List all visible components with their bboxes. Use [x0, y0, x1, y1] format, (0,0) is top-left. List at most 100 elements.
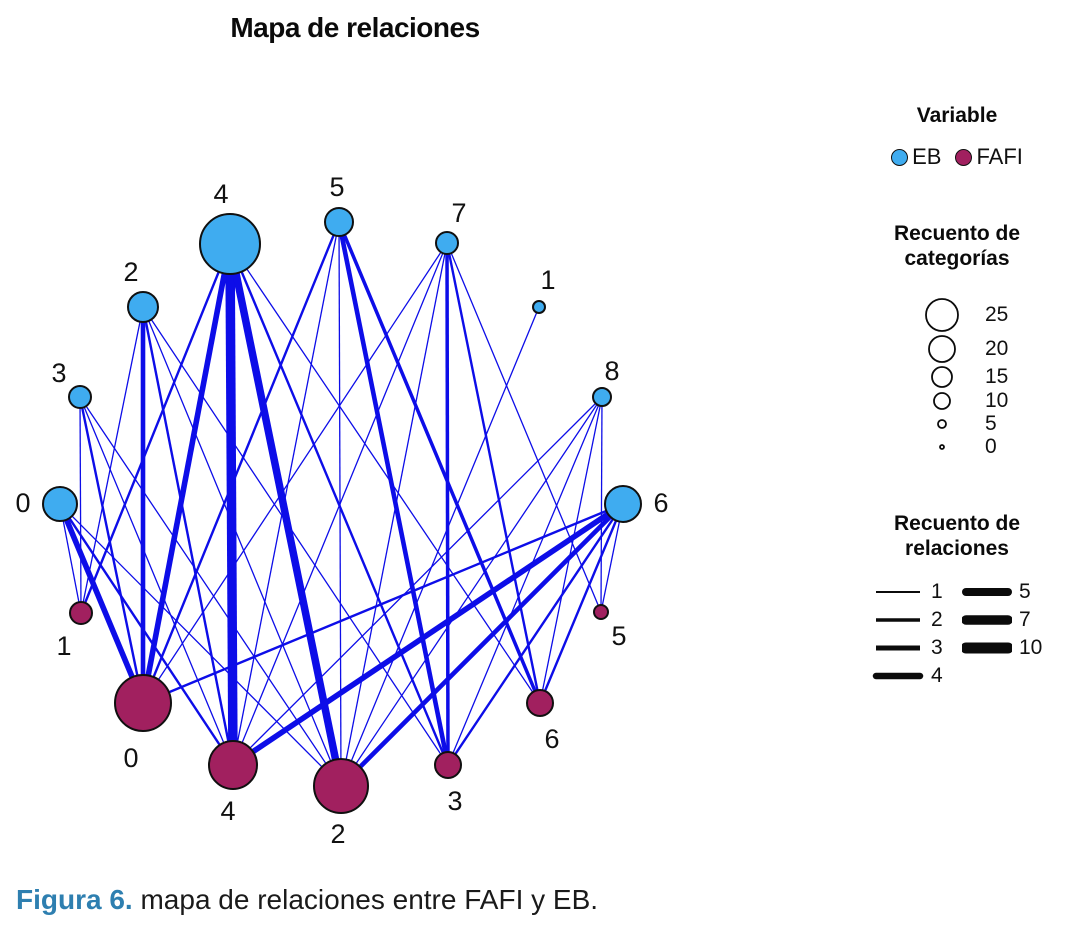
edge-eb7-fafi2 — [340, 242, 448, 787]
edge-eb0-fafi1 — [59, 503, 82, 614]
edge-eb8-fafi5 — [600, 396, 603, 613]
node-fafi-6 — [526, 689, 554, 717]
legend-size-value: 15 — [985, 364, 1009, 388]
edge-eb6-fafi0 — [142, 502, 624, 705]
edge-eb4-fafi6 — [229, 243, 541, 704]
edge-eb7-fafi3 — [445, 242, 450, 766]
width-line-icon — [876, 618, 920, 622]
edge-eb5-fafi6 — [337, 221, 542, 704]
chart-title: Mapa de relaciones — [230, 12, 480, 43]
node-label-eb-4: 4 — [213, 179, 228, 209]
edge-eb5-fafi0 — [141, 221, 341, 704]
width-line-icon — [876, 591, 920, 593]
edge-eb6-fafi3 — [447, 503, 624, 766]
edge-eb2-fafi1 — [80, 306, 144, 614]
edge-eb8-fafi4 — [232, 396, 603, 766]
node-eb-2 — [127, 291, 159, 323]
node-label-fafi-2: 2 — [330, 819, 345, 849]
legend-width-row-1: 1 — [872, 578, 943, 606]
edge-eb5-fafi4 — [232, 221, 340, 766]
legend-categories-title: Recuento de categorías — [893, 222, 1021, 270]
size-circle-icon — [905, 297, 979, 333]
edge-eb6-fafi6 — [538, 503, 625, 704]
edge-eb4-fafi3 — [228, 243, 450, 766]
node-fafi-5 — [593, 604, 609, 620]
legend-variable-label: EB — [912, 144, 942, 169]
legend-width-value: 5 — [1019, 580, 1031, 603]
edge-eb4-fafi2 — [226, 243, 345, 787]
legend-width-value: 7 — [1019, 608, 1031, 631]
edge-eb2-fafi4 — [141, 306, 235, 766]
legend-width-value: 2 — [931, 608, 943, 631]
edge-eb1-fafi2 — [340, 306, 540, 787]
edge-eb7-fafi0 — [142, 242, 448, 704]
legend-width-row-2: 2 — [872, 606, 943, 634]
legend-width-row-7: 7 — [962, 606, 1042, 634]
node-label-eb-8: 8 — [604, 356, 619, 386]
figure-caption: Figura 6. mapa de relaciones entre FAFI … — [16, 884, 598, 916]
node-label-eb-1: 1 — [540, 265, 555, 295]
legend-variable-title: Variable — [916, 104, 998, 127]
edge-eb2-fafi2 — [142, 306, 342, 787]
edge-eb5-fafi3 — [336, 221, 451, 766]
edge-eb0-fafi2 — [59, 503, 342, 787]
figure-caption-label: Figura 6. — [16, 884, 133, 915]
figure-caption-text: mapa de relaciones entre FAFI y EB. — [132, 884, 599, 915]
legend-relations-title: Recuento de relaciones — [893, 512, 1021, 560]
legend-width-row-3: 3 — [872, 634, 943, 662]
legend-width-value: 3 — [931, 636, 943, 659]
node-label-eb-5: 5 — [329, 172, 344, 202]
edge-eb7-fafi5 — [446, 242, 602, 613]
node-eb-8 — [592, 387, 612, 407]
edge-eb0-fafi4 — [58, 503, 235, 766]
edge-eb4-fafi1 — [79, 243, 232, 614]
size-circle-icon — [905, 391, 979, 411]
edge-eb8-fafi6 — [539, 396, 603, 704]
legend-size-row-15: 15 — [905, 364, 1065, 389]
legend-variable-item-eb: EB — [891, 144, 941, 170]
legend-size-row-25: 25 — [905, 296, 1065, 333]
node-label-eb-2: 2 — [123, 257, 138, 287]
legend-size-row-10: 10 — [905, 389, 1065, 412]
node-fafi-4 — [208, 740, 258, 790]
edge-eb0-fafi0 — [57, 502, 146, 705]
legend-variable-item-fafi: FAFI — [955, 144, 1023, 170]
node-label-eb-7: 7 — [451, 198, 466, 228]
node-label-fafi-5: 5 — [611, 621, 626, 651]
width-line-icon — [962, 615, 1012, 625]
node-fafi-3 — [434, 751, 462, 779]
legend-size-value: 5 — [985, 411, 997, 435]
width-line-icon — [962, 588, 1012, 596]
edge-eb2-fafi3 — [142, 306, 449, 766]
width-line-icon — [876, 645, 920, 651]
legend-width-col-left: 1 2 3 4 — [872, 578, 943, 690]
node-label-fafi-1: 1 — [56, 631, 71, 661]
size-circle-icon — [905, 365, 979, 389]
legend-width-value: 10 — [1019, 636, 1043, 659]
edge-eb8-fafi2 — [340, 396, 603, 787]
edge-eb7-fafi6 — [445, 242, 542, 704]
edge-eb3-fafi1 — [79, 396, 82, 614]
node-eb-7 — [435, 231, 459, 255]
node-eb-5 — [324, 207, 354, 237]
width-line-icon — [962, 642, 1012, 654]
eb-swatch-icon — [891, 148, 909, 166]
legend-width-row-4: 4 — [872, 662, 943, 690]
legend-size-value: 25 — [985, 302, 1009, 326]
node-eb-4 — [199, 213, 261, 275]
legend-variable-label: FAFI — [976, 144, 1023, 169]
edge-eb4-fafi4 — [225, 243, 238, 766]
legend-variable-items: EB FAFI — [850, 144, 1064, 170]
network-graph: 0 3 2 4 5 7 1 8 6 1 0 4 2 3 6 5 — [15, 172, 668, 849]
node-label-fafi-0: 0 — [123, 743, 138, 773]
node-eb-1 — [532, 300, 546, 314]
edge-eb6-fafi4 — [231, 501, 625, 768]
legend-width-value: 1 — [931, 580, 943, 603]
node-eb-0 — [42, 486, 78, 522]
node-label-fafi-4: 4 — [220, 796, 235, 826]
node-eb-3 — [68, 385, 92, 409]
fafi-swatch-icon — [955, 148, 973, 166]
width-line-icon — [872, 672, 924, 680]
edge-eb4-fafi0 — [140, 243, 233, 704]
